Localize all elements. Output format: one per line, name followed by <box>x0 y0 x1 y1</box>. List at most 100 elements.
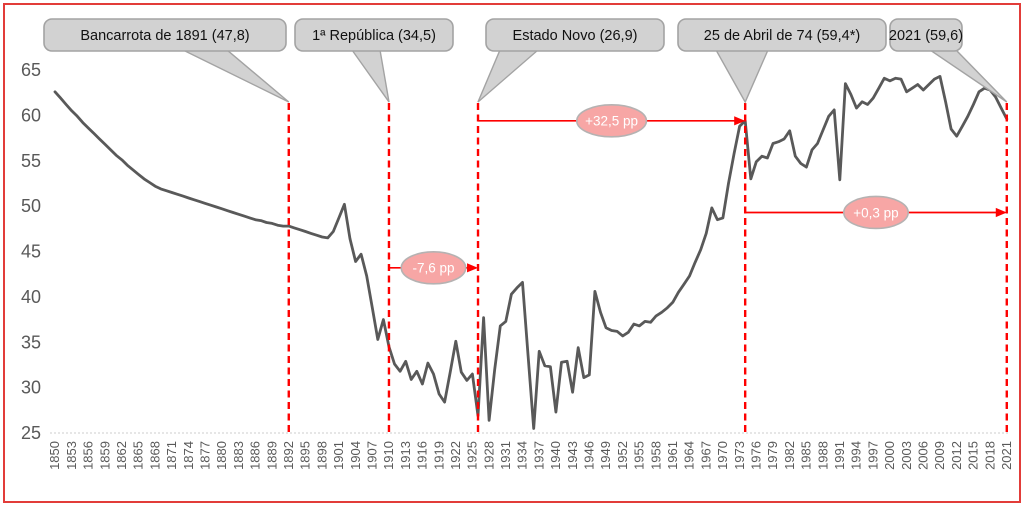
x-tick-label: 1901 <box>331 441 346 470</box>
x-tick-label: 1916 <box>415 441 430 470</box>
x-tick-label: 1973 <box>732 441 747 470</box>
x-tick-label: 1979 <box>765 441 780 470</box>
x-tick-label: 1991 <box>832 441 847 470</box>
x-tick-label: 1928 <box>481 441 496 470</box>
x-tick-label: 1868 <box>147 441 162 470</box>
annotation-arrow-group: -7,6 pp <box>388 251 479 285</box>
callout-box <box>677 18 887 52</box>
x-tick-label: 1988 <box>815 441 830 470</box>
x-tick-label: 1889 <box>264 441 279 470</box>
x-tick-label: 1907 <box>364 441 379 470</box>
x-tick-label: 1937 <box>531 441 546 470</box>
callout-box <box>43 18 287 52</box>
callout-tail <box>477 49 540 103</box>
x-tick-label: 2009 <box>932 441 947 470</box>
callout-tail <box>927 49 1008 103</box>
x-tick-label: 1952 <box>615 441 630 470</box>
x-tick-label: 1904 <box>348 441 363 470</box>
y-tick-label: 55 <box>21 151 41 171</box>
x-tick-label: 1913 <box>398 441 413 470</box>
x-tick-label: 1949 <box>598 441 613 470</box>
y-tick-label: 35 <box>21 332 41 352</box>
x-tick-label: 1919 <box>431 441 446 470</box>
change-badge-label: -7,6 pp <box>412 261 454 276</box>
callout-label: 2021 (59,6) <box>889 28 963 44</box>
x-tick-label: 2006 <box>915 441 930 470</box>
x-tick-label: 1958 <box>648 441 663 470</box>
x-tick-label: 1853 <box>64 441 79 470</box>
callout-box <box>294 18 454 52</box>
y-tick-label: 65 <box>21 60 41 80</box>
x-tick-label: 1898 <box>314 441 329 470</box>
y-tick-label: 40 <box>21 287 41 307</box>
x-tick-label: 1946 <box>581 441 596 470</box>
x-tick-label: 1895 <box>298 441 313 470</box>
x-tick-label: 1859 <box>97 441 112 470</box>
y-tick-label: 50 <box>21 196 41 216</box>
annotation-arrow-group: +32,5 pp <box>478 104 746 138</box>
event-callout: Estado Novo (26,9) <box>477 18 665 103</box>
x-tick-label: 2003 <box>899 441 914 470</box>
annotation-arrow-group: +0,3 pp <box>745 195 1007 230</box>
event-callout: 2021 (59,6) <box>889 18 1008 103</box>
arrowhead-icon <box>734 116 746 126</box>
x-tick-label: 1871 <box>164 441 179 470</box>
y-tick-label: 25 <box>21 423 41 443</box>
x-tick-label: 1880 <box>214 441 229 470</box>
change-badge-label: +0,3 pp <box>853 205 898 220</box>
x-tick-label: 1931 <box>498 441 513 470</box>
callout-tail <box>182 49 290 103</box>
x-tick-label: 1922 <box>448 441 463 470</box>
y-tick-label: 45 <box>21 242 41 262</box>
x-tick-label: 1964 <box>682 441 697 470</box>
x-tick-label: 1883 <box>231 441 246 470</box>
x-tick-label: 1961 <box>665 441 680 470</box>
x-tick-label: 1892 <box>281 441 296 470</box>
x-tick-label: 1925 <box>465 441 480 470</box>
x-axis-labels: 1850 1853 1856 1859 1862 1865 1868 1871 1874 1877… <box>47 441 1014 470</box>
x-tick-label: 1940 <box>548 441 563 470</box>
x-tick-label: 2015 <box>966 441 981 470</box>
event-callout: 25 de Abril de 74 (59,4*) <box>677 18 887 104</box>
x-tick-label: 1862 <box>114 441 129 470</box>
arrowhead-icon <box>995 207 1007 218</box>
x-tick-label: 1856 <box>81 441 96 470</box>
event-callout: Bancarrota de 1891 (47,8) <box>43 18 290 103</box>
arrowhead-icon <box>467 263 479 273</box>
x-tick-label: 1982 <box>782 441 797 470</box>
callout-tail <box>350 49 390 103</box>
x-tick-label: 2018 <box>982 441 997 470</box>
callout-box <box>485 18 665 52</box>
callout-label: Estado Novo (26,9) <box>513 28 638 44</box>
event-callout: 1ª República (34,5) <box>294 18 454 103</box>
x-tick-label: 2000 <box>882 441 897 470</box>
change-badge <box>575 104 648 138</box>
x-tick-label: 1976 <box>748 441 763 470</box>
x-tick-label: 1955 <box>632 441 647 470</box>
x-tick-label: 1874 <box>181 441 196 470</box>
x-tick-label: 1865 <box>131 441 146 470</box>
x-tick-label: 2021 <box>999 441 1014 470</box>
callout-label: 1ª República (34,5) <box>312 28 436 44</box>
y-axis-labels: 25 30 35 40 45 50 55 60 65 <box>21 60 41 443</box>
x-tick-label: 1994 <box>849 441 864 470</box>
callout-label: 25 de Abril de 74 (59,4*) <box>704 28 860 44</box>
x-tick-label: 1877 <box>197 441 212 470</box>
x-tick-label: 1985 <box>799 441 814 470</box>
y-tick-label: 60 <box>21 105 41 125</box>
change-badge <box>842 195 909 230</box>
x-tick-label: 1970 <box>715 441 730 470</box>
y-tick-label: 30 <box>21 378 41 398</box>
x-tick-label: 2012 <box>949 441 964 470</box>
callout-tail <box>714 49 770 104</box>
x-tick-label: 1910 <box>381 441 396 470</box>
data-series-line <box>53 75 1009 430</box>
x-tick-label: 1967 <box>698 441 713 470</box>
x-tick-label: 1943 <box>565 441 580 470</box>
callout-box <box>889 18 963 52</box>
x-tick-label: 1886 <box>248 441 263 470</box>
x-tick-label: 1850 <box>47 441 62 470</box>
callout-label: Bancarrota de 1891 (47,8) <box>80 28 249 44</box>
